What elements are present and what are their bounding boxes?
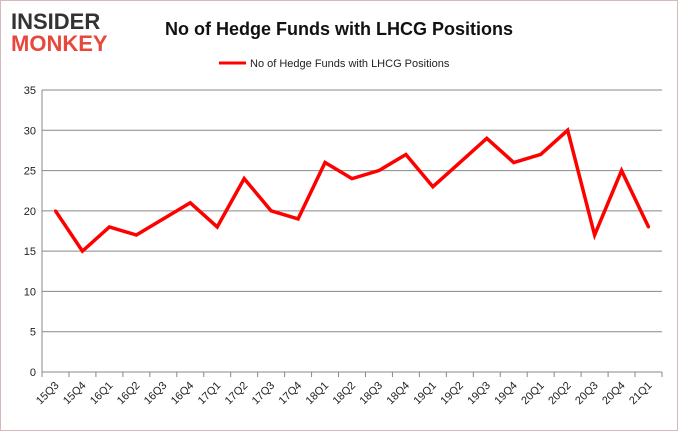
data-point: [188, 201, 192, 205]
data-point: [593, 233, 597, 237]
data-point: [161, 217, 165, 221]
x-tick-label: 15Q4: [61, 380, 89, 408]
x-tick-label: 19Q1: [411, 380, 439, 408]
data-point: [404, 152, 408, 156]
x-tick-label: 16Q1: [88, 380, 116, 408]
x-tick-label: 18Q2: [331, 380, 359, 408]
x-tick-label: 20Q4: [600, 380, 628, 408]
x-tick-label: 19Q3: [465, 380, 493, 408]
y-tick-label: 25: [24, 166, 36, 178]
x-tick-label: 19Q4: [492, 380, 520, 408]
data-point: [566, 128, 570, 132]
y-tick-label: 35: [24, 85, 36, 97]
series-line: [54, 127, 651, 254]
x-tick-label: 20Q3: [573, 380, 601, 408]
x-tick-label: 17Q1: [196, 380, 224, 408]
y-tick-label: 5: [30, 327, 36, 339]
y-tick-label: 10: [24, 286, 36, 298]
legend-label: No of Hedge Funds with LHCG Positions: [250, 58, 450, 70]
data-point: [647, 225, 651, 229]
data-point: [539, 152, 543, 156]
chart-title: No of Hedge Funds with LHCG Positions: [165, 19, 513, 39]
x-tick-label: 17Q3: [250, 380, 278, 408]
logo-line2: MONKEY: [11, 31, 108, 56]
data-point: [269, 209, 273, 213]
x-tick-label: 18Q3: [358, 380, 386, 408]
data-point: [107, 225, 111, 229]
y-tick-label: 30: [24, 125, 36, 137]
data-point: [620, 169, 624, 173]
data-point: [323, 161, 327, 165]
x-tick-label: 17Q2: [223, 380, 251, 408]
x-tick-label: 16Q2: [115, 380, 143, 408]
logo-line1: INSIDER: [11, 9, 100, 34]
y-tick-label: 20: [24, 206, 36, 218]
x-tick-label: 16Q3: [142, 380, 170, 408]
data-point: [485, 136, 489, 140]
x-tick-label: 15Q3: [34, 380, 62, 408]
data-point: [431, 185, 435, 189]
x-tick-label: 21Q1: [627, 380, 655, 408]
logo: INSIDER MONKEY: [11, 9, 108, 56]
data-point: [296, 217, 300, 221]
x-tick-label: 20Q2: [546, 380, 574, 408]
legend: No of Hedge Funds with LHCG Positions: [219, 58, 450, 70]
data-point: [458, 161, 462, 165]
x-tick-label: 16Q4: [169, 380, 197, 408]
data-point: [53, 209, 57, 213]
data-point: [134, 233, 138, 237]
y-tick-label: 0: [30, 367, 36, 379]
x-tick-label: 18Q4: [385, 380, 413, 408]
x-tick-label: 17Q4: [277, 380, 305, 408]
data-point: [377, 169, 381, 173]
data-point: [215, 225, 219, 229]
y-tick-label: 15: [24, 246, 36, 258]
data-point: [512, 161, 516, 165]
data-point: [242, 177, 246, 181]
data-point: [350, 177, 354, 181]
x-tick-label: 20Q1: [519, 380, 547, 408]
x-tick-label: 18Q1: [304, 380, 332, 408]
x-tick-label: 19Q2: [438, 380, 466, 408]
data-point: [80, 249, 84, 253]
